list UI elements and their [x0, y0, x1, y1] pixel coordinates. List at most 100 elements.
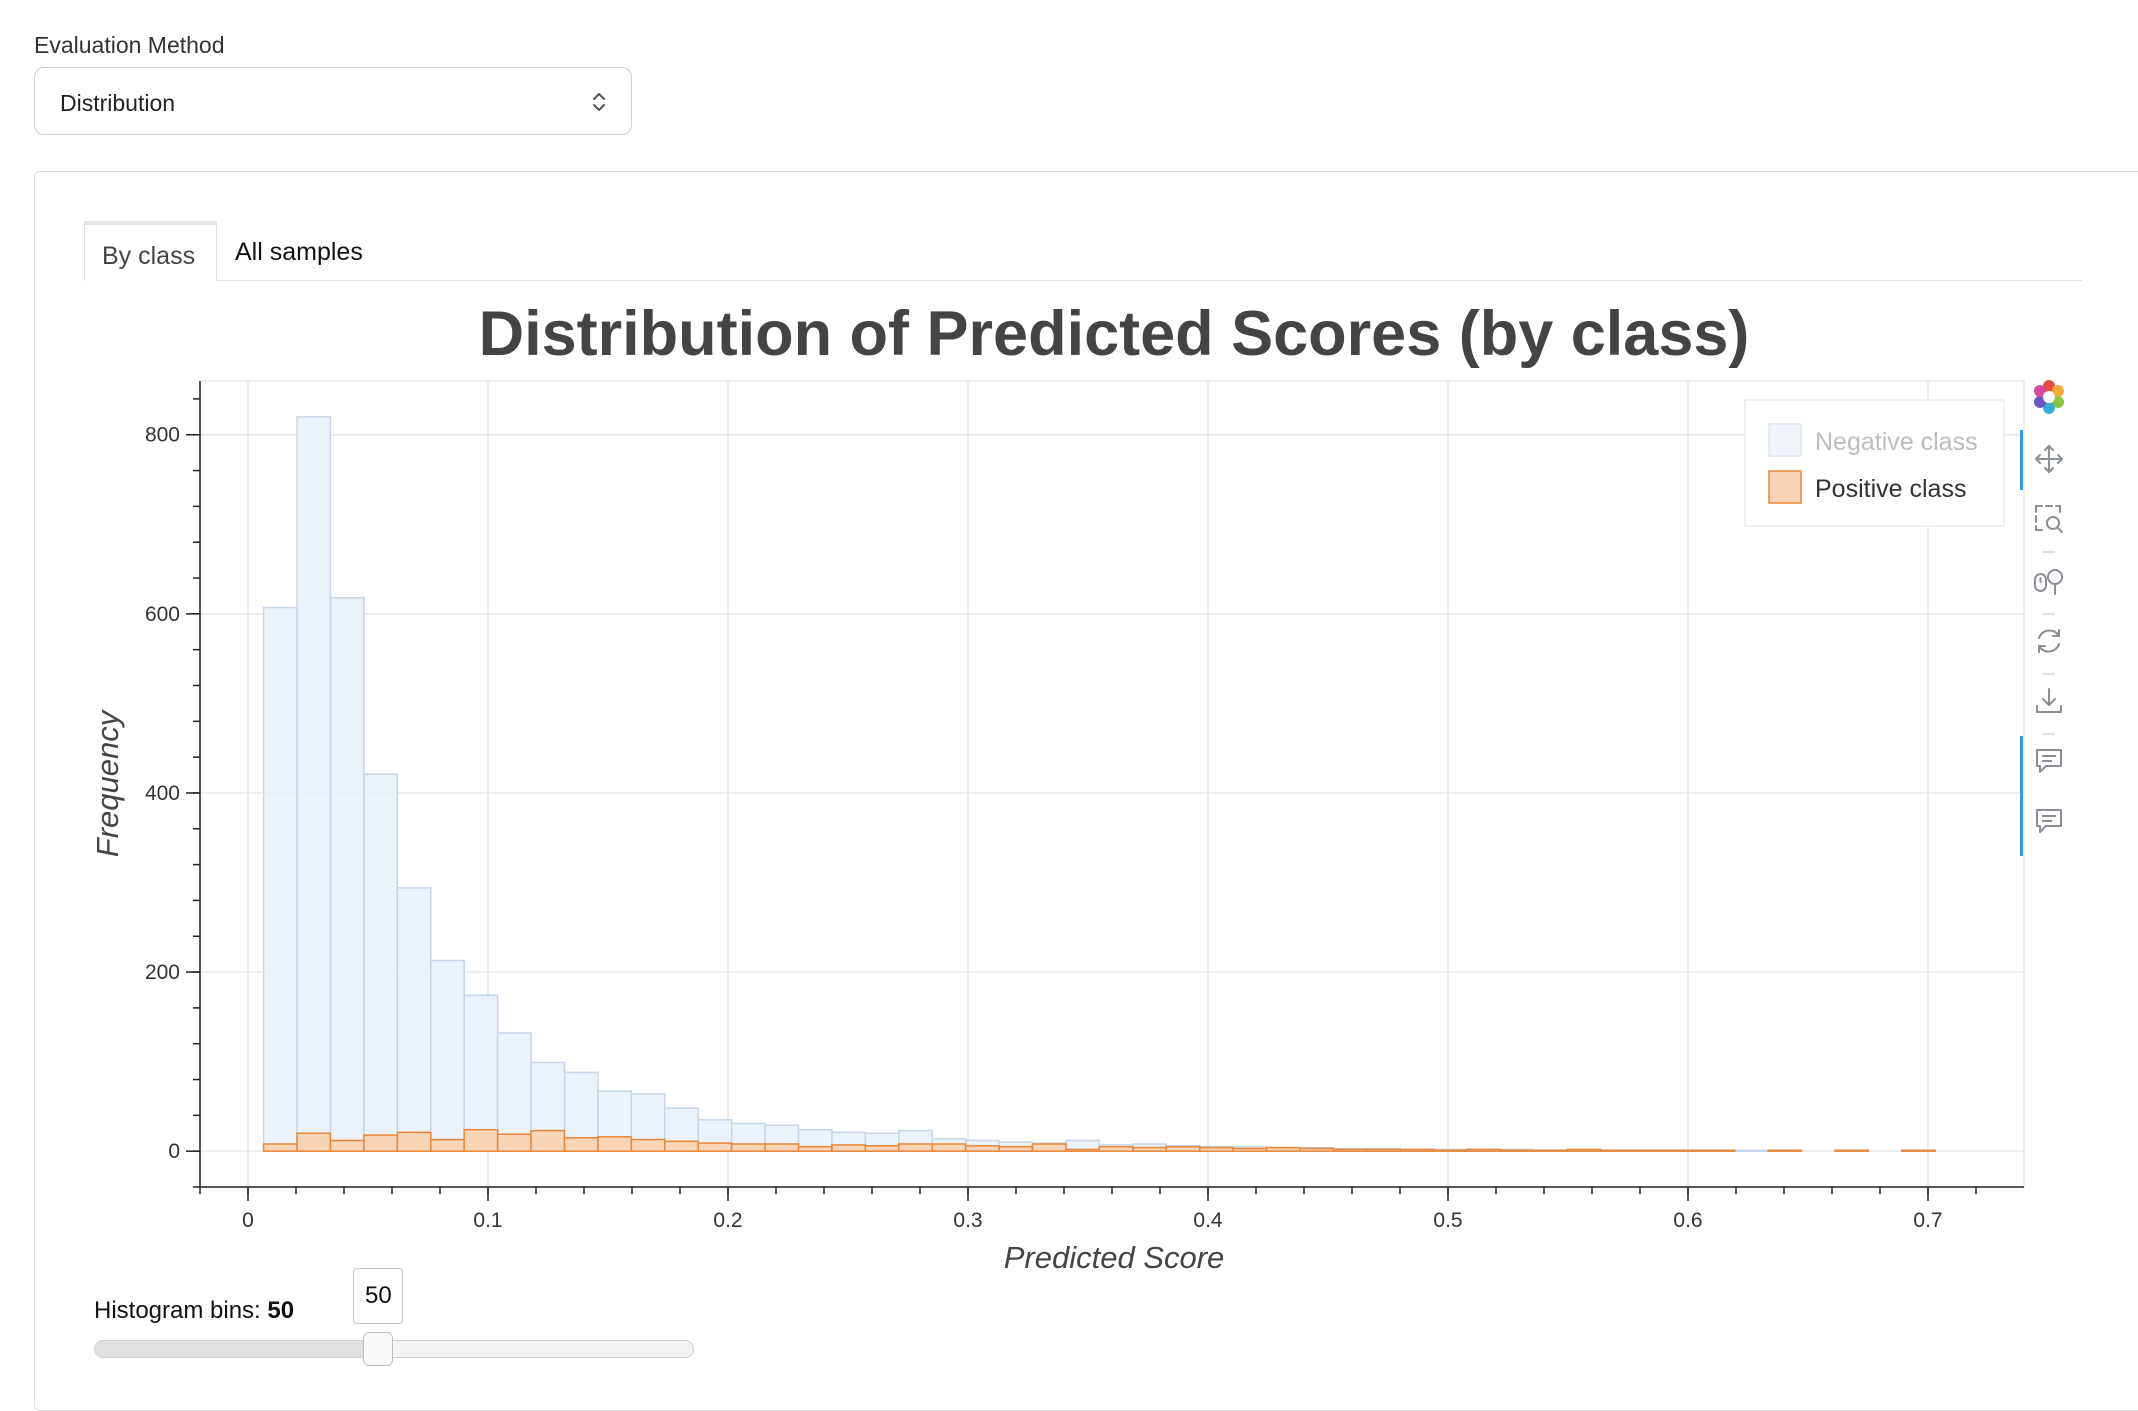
negative-class-bars: [262, 416, 1803, 1152]
legend-positive-class[interactable]: Positive class: [1815, 475, 1966, 503]
histogram-bins-text: Histogram bins:: [94, 1297, 261, 1324]
negative-class-bar: [329, 596, 365, 1152]
positive-class-bar: [1767, 1149, 1803, 1152]
positive-class-bar: [1533, 1149, 1569, 1152]
positive-class-bar: [1198, 1146, 1234, 1152]
slider-handle[interactable]: [363, 1332, 394, 1366]
positive-class-bar: [1901, 1149, 1936, 1152]
toolbar-separators: [2020, 430, 2055, 856]
positive-class-bar: [262, 1143, 298, 1152]
positive-class-bar: [1700, 1149, 1736, 1152]
positive-class-bar: [1499, 1149, 1535, 1152]
positive-class-bar: [1332, 1148, 1368, 1152]
positive-class-bar: [1165, 1145, 1201, 1152]
positive-class-bar: [430, 1138, 465, 1152]
positive-class-bar: [329, 1139, 365, 1152]
negative-class-bar: [296, 416, 332, 1152]
positive-class-bar: [931, 1143, 967, 1152]
chevron-up-down-icon: [593, 93, 605, 111]
histogram-bins-label: Histogram bins: 50: [94, 1297, 294, 1325]
x-axis-label: Predicted Score: [1004, 1240, 1225, 1275]
positive-class-bar: [898, 1143, 933, 1152]
x-tick-label: 0.2: [713, 1209, 742, 1232]
positive-class-bar: [597, 1136, 633, 1152]
y-tick-label: 600: [145, 603, 180, 626]
x-tick-label: 0.1: [473, 1209, 502, 1232]
legend-box: [1744, 399, 2005, 527]
positive-class-bar: [1132, 1146, 1168, 1152]
evaluation-method-label: Evaluation Method: [34, 32, 225, 58]
y-tick-label: 800: [145, 424, 180, 447]
x-tick-label: 0.5: [1433, 1209, 1462, 1232]
tab-by-class[interactable]: By class: [84, 221, 217, 281]
positive-class-bar: [530, 1129, 566, 1152]
x-tick-label: 0.3: [953, 1209, 982, 1232]
positive-class-bar: [1432, 1149, 1468, 1152]
tabs-divider: [84, 280, 2082, 281]
tab-all-samples[interactable]: All samples: [235, 238, 363, 266]
x-tick-label: 0.7: [1913, 1209, 1942, 1232]
negative-class-bar: [463, 994, 499, 1152]
negative-class-bar: [430, 959, 465, 1152]
positive-class-bar: [563, 1136, 599, 1152]
legend-swatch-negative[interactable]: [1768, 423, 1802, 457]
positive-class-bar: [296, 1132, 332, 1152]
positive-class-bar: [1065, 1148, 1101, 1152]
positive-class-bar: [1031, 1143, 1067, 1152]
y-axis-label: Frequency: [90, 708, 125, 857]
save-icon[interactable]: [2032, 684, 2066, 718]
positive-class-bar: [1366, 1148, 1402, 1152]
y-tick-label: 0: [168, 1140, 180, 1163]
positive-class-bar: [363, 1134, 399, 1152]
x-tick-label: 0.4: [1193, 1209, 1223, 1232]
histogram-bins-slider[interactable]: [94, 1340, 694, 1358]
positive-class-bar: [1566, 1148, 1602, 1152]
positive-class-bar: [1265, 1146, 1301, 1152]
positive-class-bar: [1466, 1148, 1502, 1152]
positive-class-bar: [864, 1145, 900, 1152]
positive-class-bar: [697, 1142, 733, 1152]
x-tick-label: 0.6: [1673, 1209, 1702, 1232]
y-tick-label: 400: [145, 782, 180, 805]
evaluation-method-select[interactable]: Distribution: [34, 67, 632, 135]
slider-tooltip: 50: [353, 1268, 404, 1324]
positive-class-bar: [396, 1131, 432, 1152]
evaluation-method-value: Distribution: [60, 90, 176, 116]
slider-fill: [95, 1341, 379, 1357]
positive-class-bar: [1834, 1149, 1870, 1152]
positive-class-bar: [630, 1138, 666, 1152]
positive-class-bar: [463, 1128, 499, 1152]
positive-class-bars: [262, 1128, 1936, 1152]
negative-class-bar: [262, 606, 298, 1152]
positive-class-bar: [1299, 1147, 1335, 1152]
positive-class-bar: [730, 1143, 766, 1152]
positive-class-bar: [1399, 1148, 1435, 1152]
chart-toolbar: [2020, 376, 2090, 876]
legend-swatch-positive[interactable]: [1768, 470, 1802, 504]
bokeh-logo-icon[interactable]: [2032, 380, 2066, 414]
box-zoom-icon[interactable]: [2032, 502, 2066, 536]
pan-icon[interactable]: [2032, 442, 2066, 476]
chart-title: Distribution of Predicted Scores (by cla…: [478, 299, 1750, 369]
positive-class-bar: [1232, 1147, 1268, 1152]
positive-class-bar: [831, 1144, 867, 1152]
positive-class-bar: [964, 1145, 1000, 1152]
positive-class-bar: [1098, 1145, 1134, 1152]
positive-class-bar: [1633, 1149, 1669, 1152]
hover-icon[interactable]: [2032, 744, 2066, 778]
y-tick-label: 200: [145, 961, 180, 984]
axes: 0 0.1 0.2 0.3 0.4 0.5 0.6 0.7 0 200 400 600 800: [145, 381, 2024, 1232]
positive-class-bar: [1666, 1149, 1702, 1152]
negative-class-bar: [1733, 1149, 1769, 1152]
wheel-zoom-icon[interactable]: [2032, 564, 2066, 598]
negative-class-bar: [363, 773, 399, 1152]
legend[interactable]: Negative class Positive class: [1744, 399, 2005, 527]
hover-icon[interactable]: [2032, 804, 2066, 838]
reset-icon[interactable]: [2032, 624, 2066, 658]
negative-class-bar: [396, 887, 432, 1152]
positive-class-bar: [496, 1133, 532, 1152]
positive-class-bar: [1600, 1149, 1636, 1152]
positive-class-bar: [764, 1143, 800, 1152]
legend-negative-class[interactable]: Negative class: [1815, 428, 1978, 456]
